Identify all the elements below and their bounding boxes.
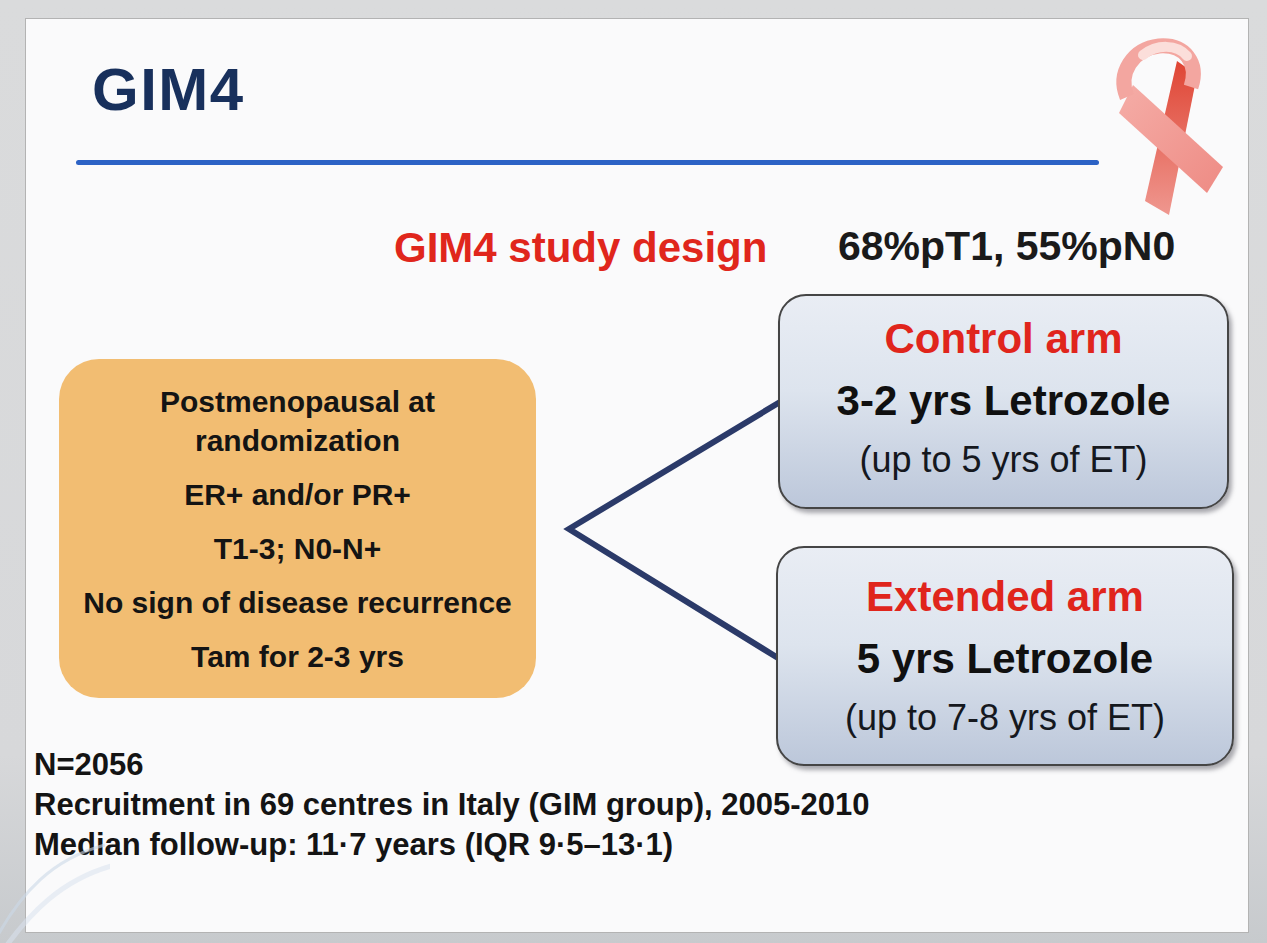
eligibility-line: ER+ and/or PR+ xyxy=(184,475,411,514)
footer-line: N=2056 xyxy=(34,745,870,785)
arm-note: (up to 5 yrs of ET) xyxy=(859,442,1147,478)
arm-title: Extended arm xyxy=(866,576,1144,618)
corner-swoosh xyxy=(0,810,110,943)
footer-notes: N=2056 Recruitment in 69 centres in Ital… xyxy=(34,745,870,865)
extended-arm-box: Extended arm 5 yrs Letrozole (up to 7-8 … xyxy=(776,546,1234,766)
eligibility-line: Tam for 2-3 yrs xyxy=(191,637,404,676)
eligibility-box: Postmenopausal at randomization ER+ and/… xyxy=(59,359,536,698)
footer-line: Median follow-up: 11·7 years (IQR 9·5–13… xyxy=(34,825,870,865)
footer-line: Recruitment in 69 centres in Italy (GIM … xyxy=(34,785,870,825)
arm-treatment: 5 yrs Letrozole xyxy=(857,638,1153,680)
eligibility-line: T1-3; N0-N+ xyxy=(214,529,382,568)
slide: GIM4 GIM4 study design 68%pT1, 55%pN0 Po… xyxy=(25,18,1249,933)
eligibility-line: No sign of disease recurrence xyxy=(83,583,512,622)
control-arm-box: Control arm 3-2 yrs Letrozole (up to 5 y… xyxy=(778,294,1229,509)
arm-title: Control arm xyxy=(884,318,1122,360)
eligibility-line: Postmenopausal at randomization xyxy=(133,382,463,460)
arm-treatment: 3-2 yrs Letrozole xyxy=(837,380,1171,422)
arm-note: (up to 7-8 yrs of ET) xyxy=(845,700,1165,736)
